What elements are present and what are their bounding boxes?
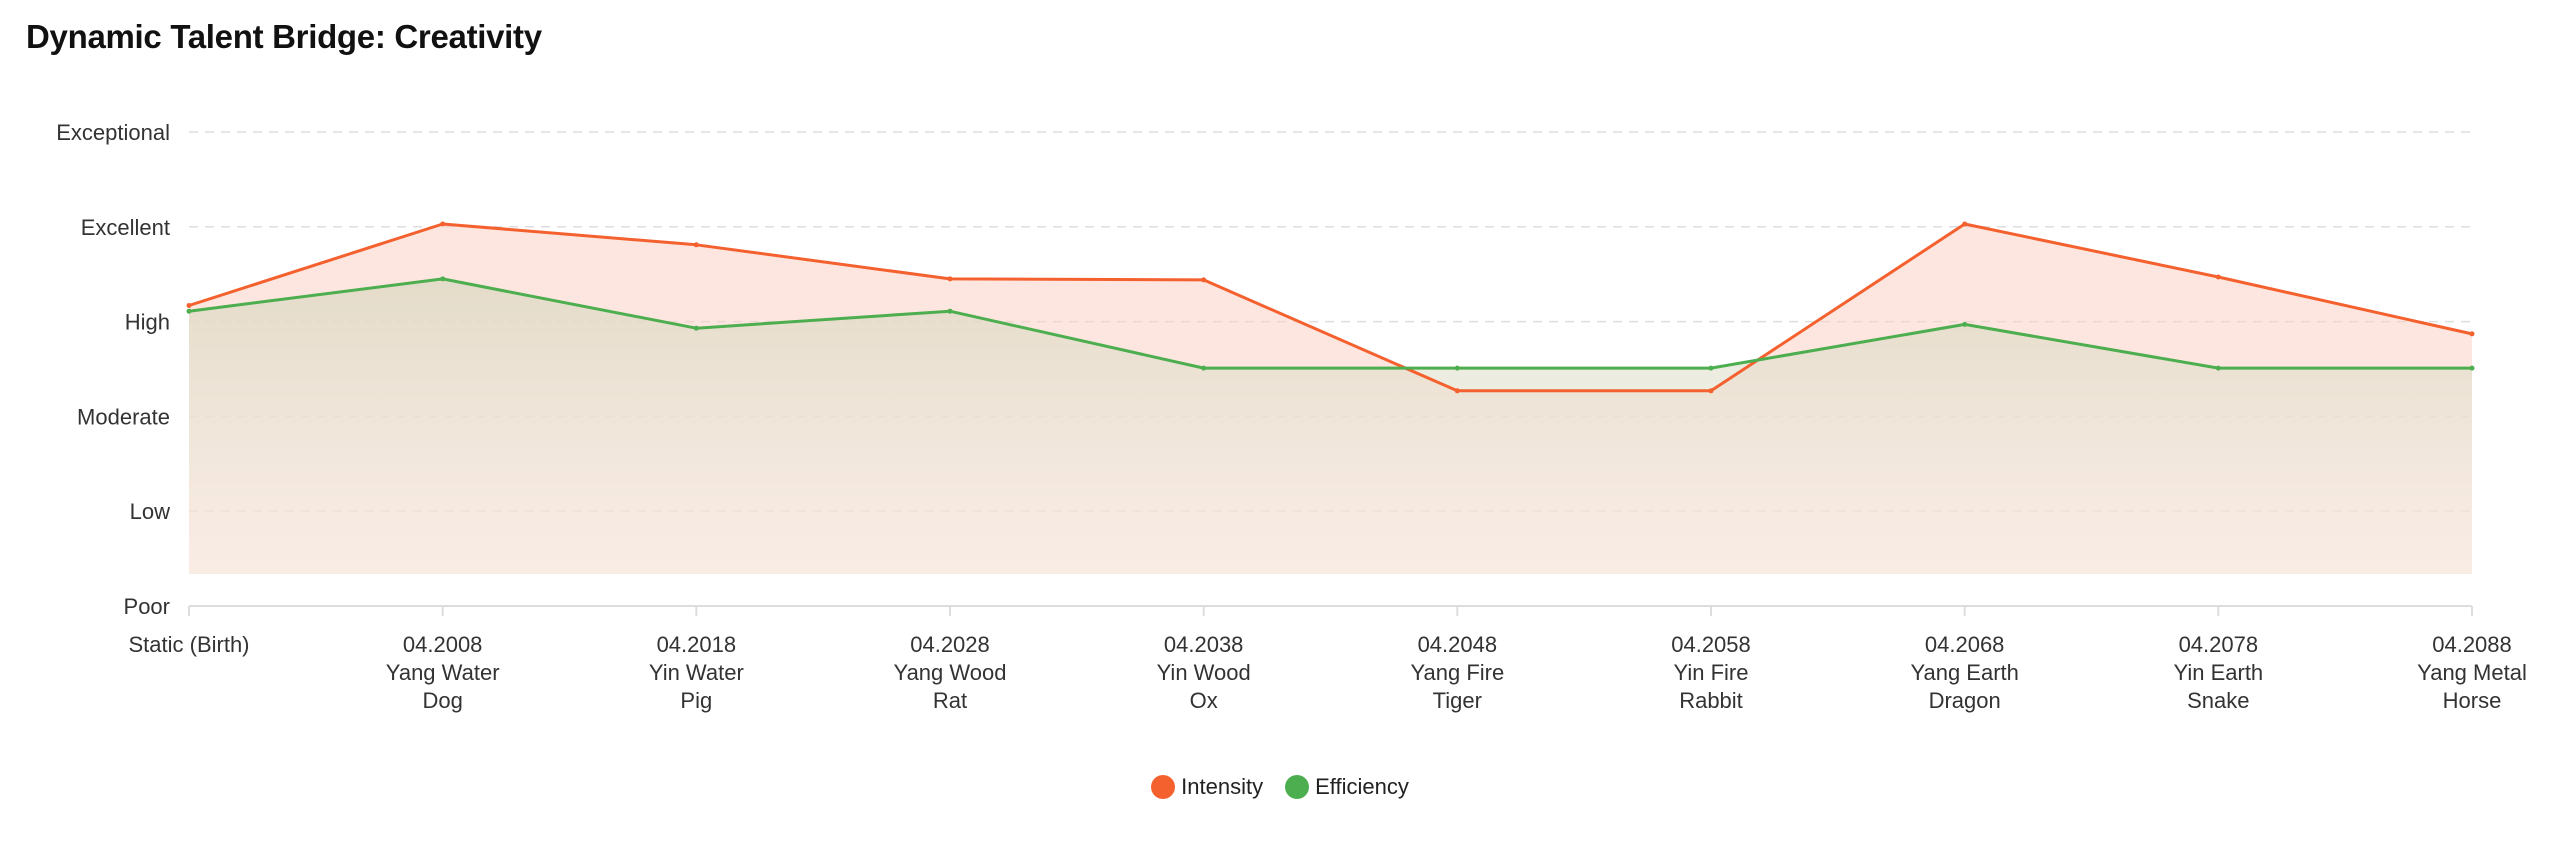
line-intensity [188,222,2473,393]
point-efficiency[interactable] [693,325,699,331]
y-tick-label: High [125,310,170,335]
point-intensity[interactable] [1454,388,1460,394]
point-intensity[interactable] [186,303,192,308]
x-tick-label: Yang Metal [2417,660,2527,685]
y-axis-labels: Poor Low Moderate High Excellent Exceptional [56,120,170,619]
series-areas [189,224,2472,574]
point-intensity[interactable] [2469,331,2475,337]
x-tick-label: 04.2048 [1418,632,1498,657]
point-efficiency[interactable] [947,308,953,314]
x-tick-label: Yin Water [649,660,744,685]
y-tick-label: Exceptional [56,120,170,145]
x-tick-label: Rat [933,688,967,713]
point-efficiency[interactable] [1454,365,1460,371]
legend-label-efficiency: Efficiency [1315,774,1409,799]
point-efficiency[interactable] [2469,365,2475,371]
legend: Intensity Efficiency [0,774,2560,800]
line-efficiency [188,277,2472,370]
x-tick-label: Static (Birth) [128,632,249,657]
x-tick-label: Yang Fire [1410,660,1504,685]
intensity-swatch-icon [1151,775,1176,799]
area-efficiency [189,278,2472,574]
point-efficiency[interactable] [1708,365,1714,371]
point-intensity[interactable] [1201,277,1207,283]
efficiency-swatch-icon [1285,775,1310,799]
x-tick-label: Dog [422,688,462,713]
x-axis-labels: Static (Birth) 04.2008 Yang Water Dog 04.201… [128,606,2527,713]
x-tick-label: Pig [680,688,712,713]
y-tick-label: Moderate [77,404,170,429]
x-tick-label: 04.2018 [657,632,737,657]
x-tick-label: Dragon [1929,688,2001,713]
x-tick-label: Yin Fire [1674,660,1749,685]
y-tick-label: Low [130,499,170,524]
x-tick-label: Yang Wood [894,660,1007,685]
series-lines [186,221,2475,394]
x-tick-label: 04.2068 [1925,632,2005,657]
x-tick-label: Ox [1190,688,1218,713]
x-tick-label: Snake [2187,688,2249,713]
point-intensity[interactable] [1708,388,1714,394]
x-tick-label: Yang Water [386,660,500,685]
x-tick-label: 04.2058 [1671,632,1751,657]
legend-item-efficiency[interactable]: Efficiency [1285,774,1409,800]
point-efficiency[interactable] [186,308,192,314]
point-intensity[interactable] [1962,221,1968,227]
point-efficiency[interactable] [2215,365,2221,371]
x-tick-label: Horse [2443,688,2502,713]
legend-item-intensity[interactable]: Intensity [1151,774,1263,800]
point-intensity[interactable] [2215,274,2221,280]
y-tick-label: Poor [124,594,170,619]
x-tick-label: Yin Wood [1157,660,1251,685]
point-efficiency[interactable] [440,276,446,282]
x-tick-label: 04.2038 [1164,632,1244,657]
legend-label-intensity: Intensity [1181,774,1264,799]
x-tick-label: Yang Earth [1910,660,2018,685]
x-tick-label: 04.2028 [910,632,990,657]
x-tick-label: 04.2008 [403,632,483,657]
point-intensity[interactable] [440,221,446,227]
x-tick-label: 04.2078 [2179,632,2259,657]
point-intensity[interactable] [693,242,699,248]
chart-title: Dynamic Talent Bridge: Creativity [26,18,542,55]
point-intensity[interactable] [947,276,953,282]
x-tick-label: Yin Earth [2173,660,2263,685]
x-tick-label: 04.2088 [2432,632,2512,657]
point-efficiency[interactable] [1962,321,1968,327]
point-efficiency[interactable] [1201,365,1207,371]
y-tick-label: Excellent [81,215,170,240]
x-tick-label: Tiger [1433,688,1482,713]
x-tick-label: Rabbit [1679,688,1743,713]
